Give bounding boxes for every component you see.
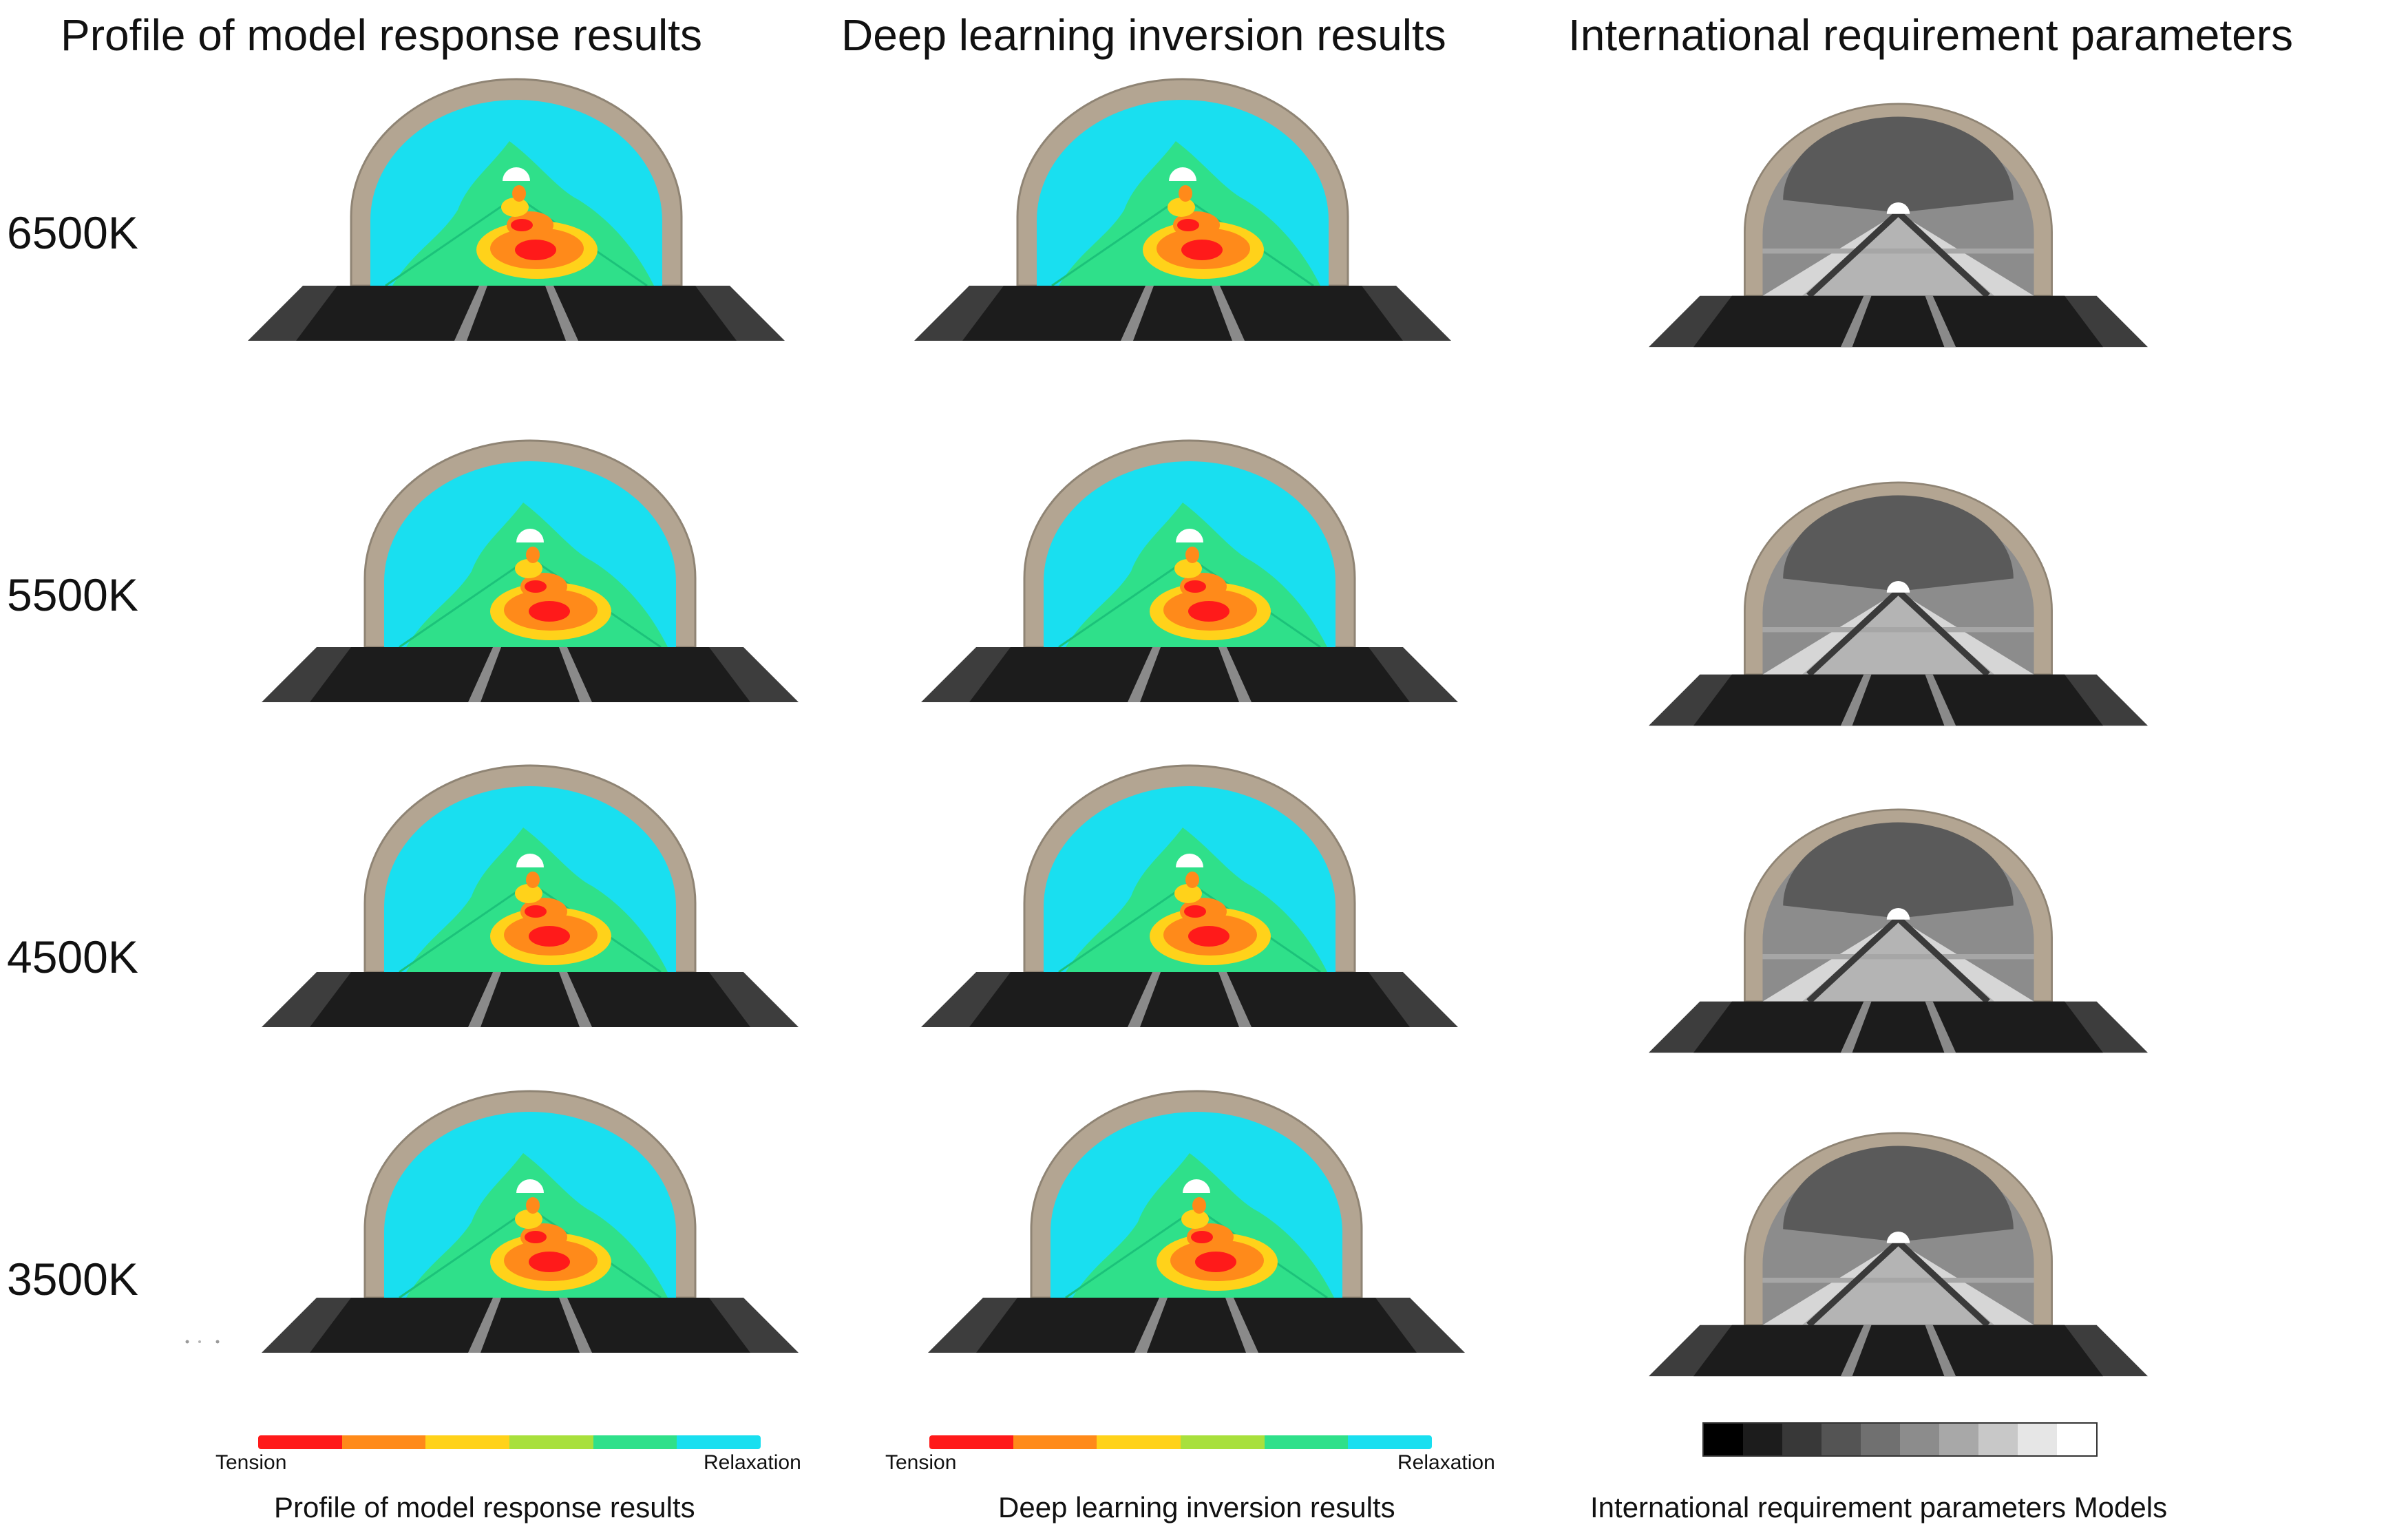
tunnel-panel-intl-4500k [1649,808,2148,1053]
grayscale-bar [1702,1422,2098,1457]
tunnel-panel-model-6500k [248,78,785,341]
row-label-4500k: 4500K [7,931,138,982]
tunnel-panel-deep-6500k [914,78,1451,341]
stray-mark [185,1340,220,1344]
tunnel-panel-intl-6500k [1649,103,2148,348]
tunnel-panel-deep-3500k [928,1090,1465,1353]
row-label-3500k: 3500K [7,1254,138,1305]
column-title-international-requirement: International requirement parameters [1568,10,2293,60]
tunnel-panel-deep-4500k [921,764,1458,1027]
tunnel-panel-intl-3500k [1649,1132,2148,1377]
caption-model: Profile of model response results [274,1491,695,1523]
tunnel-panel-deep-5500k [921,439,1458,702]
heat-colorbar-deep [929,1435,1432,1449]
heat-colorbar-model [258,1435,761,1449]
tunnel-panel-model-4500k [262,764,799,1027]
tunnel-panel-model-5500k [262,439,799,702]
legend-tension-model: Tension [215,1451,287,1474]
column-title-model-response: Profile of model response results [61,10,702,60]
caption-intl: International requirement parameters Mod… [1590,1491,2168,1523]
row-label-6500k: 6500K [7,207,138,258]
column-title-deep-learning: Deep learning inversion results [841,10,1446,60]
tunnel-panel-model-3500k [262,1090,799,1353]
legend-relaxation-deep: Relaxation [1397,1451,1495,1474]
legend-tension-deep: Tension [885,1451,957,1474]
tunnel-panel-intl-5500k [1649,481,2148,726]
row-label-5500k: 5500K [7,569,138,620]
legend-relaxation-model: Relaxation [704,1451,801,1474]
caption-deep: Deep learning inversion results [998,1491,1395,1523]
